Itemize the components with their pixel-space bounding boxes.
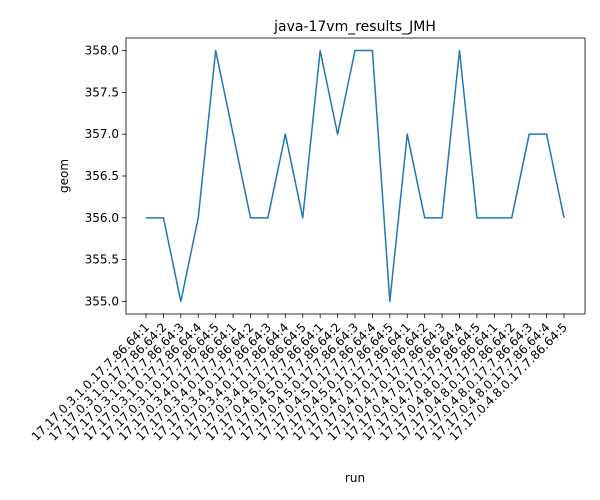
y-axis: 355.0 355.5 356.0 356.5 357.0 357.5 358.0 [85,44,126,308]
y-tick-label: 355.0 [85,294,119,308]
y-tick-label: 356.0 [85,211,119,225]
y-tick-label: 356.5 [85,169,119,183]
y-tick-label: 358.0 [85,44,119,58]
y-axis-title: geom [57,159,71,193]
y-tick-label: 357.0 [85,127,119,141]
y-tick-label: 357.5 [85,85,119,99]
plot-area [126,38,585,314]
chart-title: java-17vm_results_JMH [273,19,436,35]
plot-frame [125,37,586,315]
y-tick-label: 355.5 [85,253,119,267]
x-axis-title: run [345,471,365,485]
series-line [146,49,565,303]
